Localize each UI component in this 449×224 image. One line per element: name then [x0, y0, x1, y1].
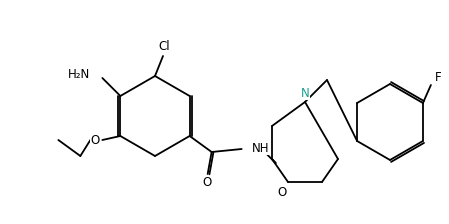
Text: O: O — [91, 134, 100, 146]
Text: F: F — [435, 71, 441, 84]
Text: H₂N: H₂N — [68, 67, 90, 80]
Text: Cl: Cl — [158, 39, 170, 52]
Text: NH: NH — [251, 142, 269, 155]
Text: O: O — [202, 177, 211, 190]
Text: O: O — [277, 185, 286, 198]
Text: N: N — [301, 86, 309, 99]
